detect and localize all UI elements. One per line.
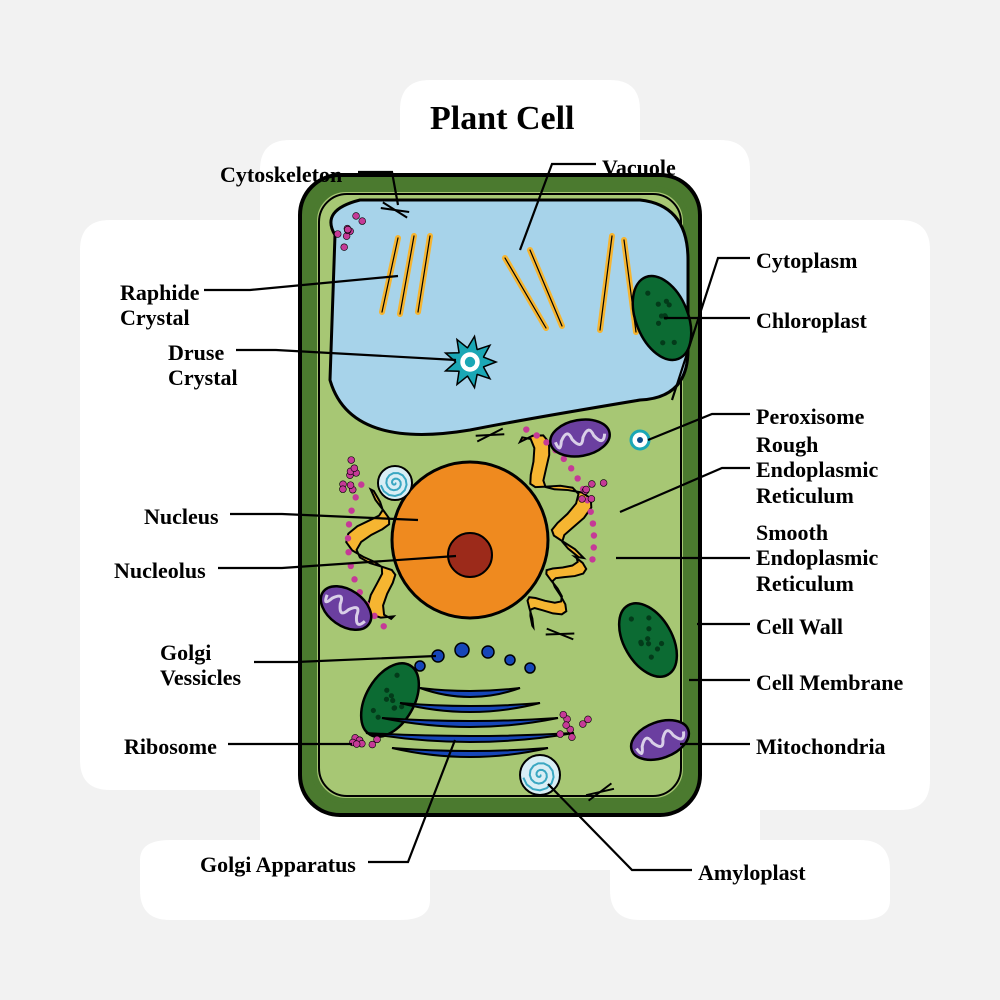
label-ribosome: Ribosome xyxy=(124,734,217,759)
label-mitochondria: Mitochondria xyxy=(756,734,886,759)
label-raphide: Raphide Crystal xyxy=(120,280,199,331)
label-cell-wall: Cell Wall xyxy=(756,614,843,639)
plant-cell-diagram: { "type": "labeled-biology-diagram", "ca… xyxy=(0,0,1000,1000)
label-rough-er: Rough Endoplasmic Reticulum xyxy=(756,432,878,508)
label-cell-membrane: Cell Membrane xyxy=(756,670,903,695)
label-druse: Druse Crystal xyxy=(168,340,238,391)
label-chloroplast: Chloroplast xyxy=(756,308,867,333)
label-cytoplasm: Cytoplasm xyxy=(756,248,857,273)
label-golgi-vesicles: Golgi Vessicles xyxy=(160,640,241,691)
label-nucleus: Nucleus xyxy=(144,504,219,529)
label-vacuole: Vacuole xyxy=(602,155,676,180)
label-smooth-er: Smooth Endoplasmic Reticulum xyxy=(756,520,878,596)
label-amyloplast: Amyloplast xyxy=(698,860,806,885)
label-nucleolus: Nucleolus xyxy=(114,558,206,583)
label-cytoskeleton: Cytoskeleton xyxy=(220,162,342,187)
label-golgi-apparatus: Golgi Apparatus xyxy=(200,852,356,877)
label-peroxisome: Peroxisome xyxy=(756,404,864,429)
diagram-title: Plant Cell xyxy=(430,100,574,138)
